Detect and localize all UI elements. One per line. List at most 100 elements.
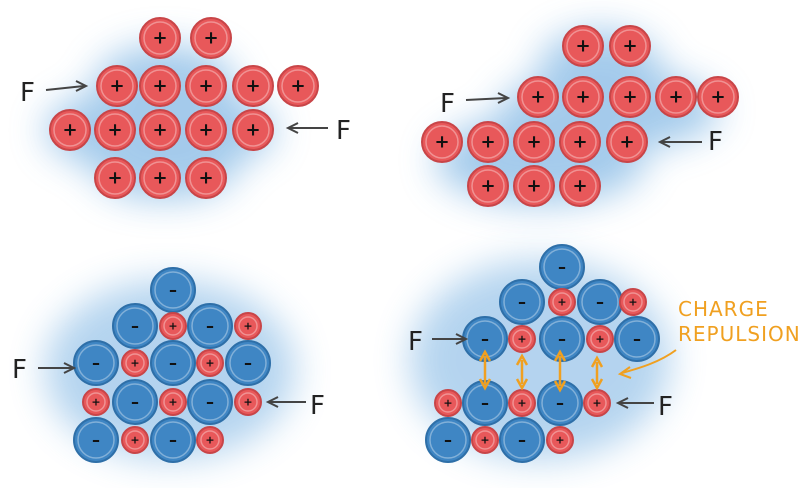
cation: + xyxy=(234,312,262,340)
plus-sign: + xyxy=(130,434,139,447)
minus-sign: – xyxy=(481,394,489,413)
cation: + xyxy=(655,76,697,118)
repulsion-arrow xyxy=(478,349,492,391)
cation: + xyxy=(609,76,651,118)
anion: – xyxy=(425,417,471,463)
minus-sign: – xyxy=(596,293,604,312)
plus-sign: + xyxy=(526,176,541,197)
force-arrowhead xyxy=(75,80,89,92)
plus-sign: + xyxy=(572,132,587,153)
cation: + xyxy=(49,109,91,151)
plus-sign: + xyxy=(480,176,495,197)
plus-sign: + xyxy=(152,168,167,189)
cation: + xyxy=(508,389,536,417)
force-label: F xyxy=(658,392,673,422)
cation: + xyxy=(185,157,227,199)
cation: + xyxy=(562,76,604,118)
repulsion-arrow xyxy=(515,353,529,391)
repulsion-arrow xyxy=(553,349,567,393)
minus-sign: – xyxy=(556,394,564,413)
annotation-pointer-head xyxy=(617,366,632,379)
plus-sign: + xyxy=(91,396,100,409)
charge-repulsion-annotation: CHARGE REPULSION xyxy=(617,297,800,379)
force-arrowhead xyxy=(455,333,469,345)
minus-sign: – xyxy=(92,431,100,450)
anion: – xyxy=(112,303,158,349)
panel-metal-before: + + + + + + + + + + + + + + + xyxy=(49,17,319,199)
anion: – xyxy=(150,267,196,313)
cation: + xyxy=(159,388,187,416)
annotation-line-1: CHARGE xyxy=(678,297,769,321)
cation: + xyxy=(82,388,110,416)
minus-sign: – xyxy=(131,317,139,336)
minus-sign: – xyxy=(444,431,452,450)
anion: – xyxy=(73,417,119,463)
cation: + xyxy=(548,288,576,316)
force-arrowhead xyxy=(63,362,77,374)
cation: + xyxy=(513,121,555,163)
plus-sign: + xyxy=(517,397,526,410)
plus-sign: + xyxy=(243,320,252,333)
plus-sign: + xyxy=(205,434,214,447)
plus-sign: + xyxy=(62,120,77,141)
plus-sign: + xyxy=(572,176,587,197)
anion: – xyxy=(150,417,196,463)
plus-sign: + xyxy=(107,168,122,189)
cation: + xyxy=(421,121,463,163)
minus-sign: – xyxy=(558,258,566,277)
cation: + xyxy=(94,157,136,199)
plus-sign: + xyxy=(710,87,725,108)
cation: + xyxy=(139,65,181,107)
cation: + xyxy=(619,288,647,316)
cation: + xyxy=(606,121,648,163)
plus-sign: + xyxy=(668,87,683,108)
plus-sign: + xyxy=(245,120,260,141)
plus-sign: + xyxy=(526,132,541,153)
repulsion-arrow xyxy=(590,355,604,391)
minus-sign: – xyxy=(169,431,177,450)
cation: + xyxy=(121,426,149,454)
force-label: F xyxy=(336,116,351,146)
plus-sign: + xyxy=(480,132,495,153)
anion: – xyxy=(187,379,233,425)
force-arrowhead xyxy=(615,397,629,409)
cation: + xyxy=(559,121,601,163)
force-arrowhead xyxy=(657,136,671,148)
plus-sign: + xyxy=(168,320,177,333)
minus-sign: – xyxy=(206,393,214,412)
plus-sign: + xyxy=(628,296,637,309)
cation: + xyxy=(190,17,232,59)
cation: + xyxy=(159,312,187,340)
plus-sign: + xyxy=(619,132,634,153)
annotation-line-2: REPULSION xyxy=(678,322,800,346)
plus-sign: + xyxy=(517,333,526,346)
anion: – xyxy=(150,340,196,386)
panel-ionic-before: – – + – + – + – + – + – + – + – + – + xyxy=(73,267,271,463)
cation: + xyxy=(277,65,319,107)
cation: + xyxy=(94,109,136,151)
cation: + xyxy=(196,426,224,454)
plus-sign: + xyxy=(575,87,590,108)
plus-sign: + xyxy=(107,120,122,141)
cation: + xyxy=(139,157,181,199)
minus-sign: – xyxy=(244,354,252,373)
minus-sign: – xyxy=(518,431,526,450)
plus-sign: + xyxy=(443,397,452,410)
anion: – xyxy=(73,340,119,386)
force-arrowhead xyxy=(265,396,279,408)
cation: + xyxy=(546,426,574,454)
cation: + xyxy=(513,165,555,207)
cation: + xyxy=(586,325,614,353)
minus-sign: – xyxy=(92,354,100,373)
plus-sign: + xyxy=(168,396,177,409)
plus-sign: + xyxy=(622,87,637,108)
cation: + xyxy=(583,389,611,417)
plus-sign: + xyxy=(575,36,590,57)
anion: – xyxy=(537,380,583,426)
force-arrowhead xyxy=(285,122,299,134)
plus-sign: + xyxy=(203,28,218,49)
cation: + xyxy=(96,65,138,107)
force-arrows: F F F F F F F F xyxy=(12,78,723,422)
minus-sign: – xyxy=(518,293,526,312)
